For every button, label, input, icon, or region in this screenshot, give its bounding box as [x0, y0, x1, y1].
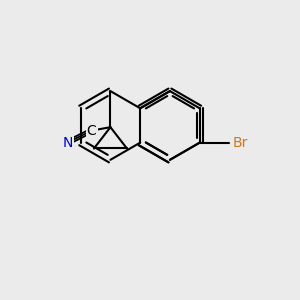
Text: N: N [62, 136, 73, 150]
Text: C: C [87, 124, 96, 138]
Text: Br: Br [232, 136, 248, 150]
